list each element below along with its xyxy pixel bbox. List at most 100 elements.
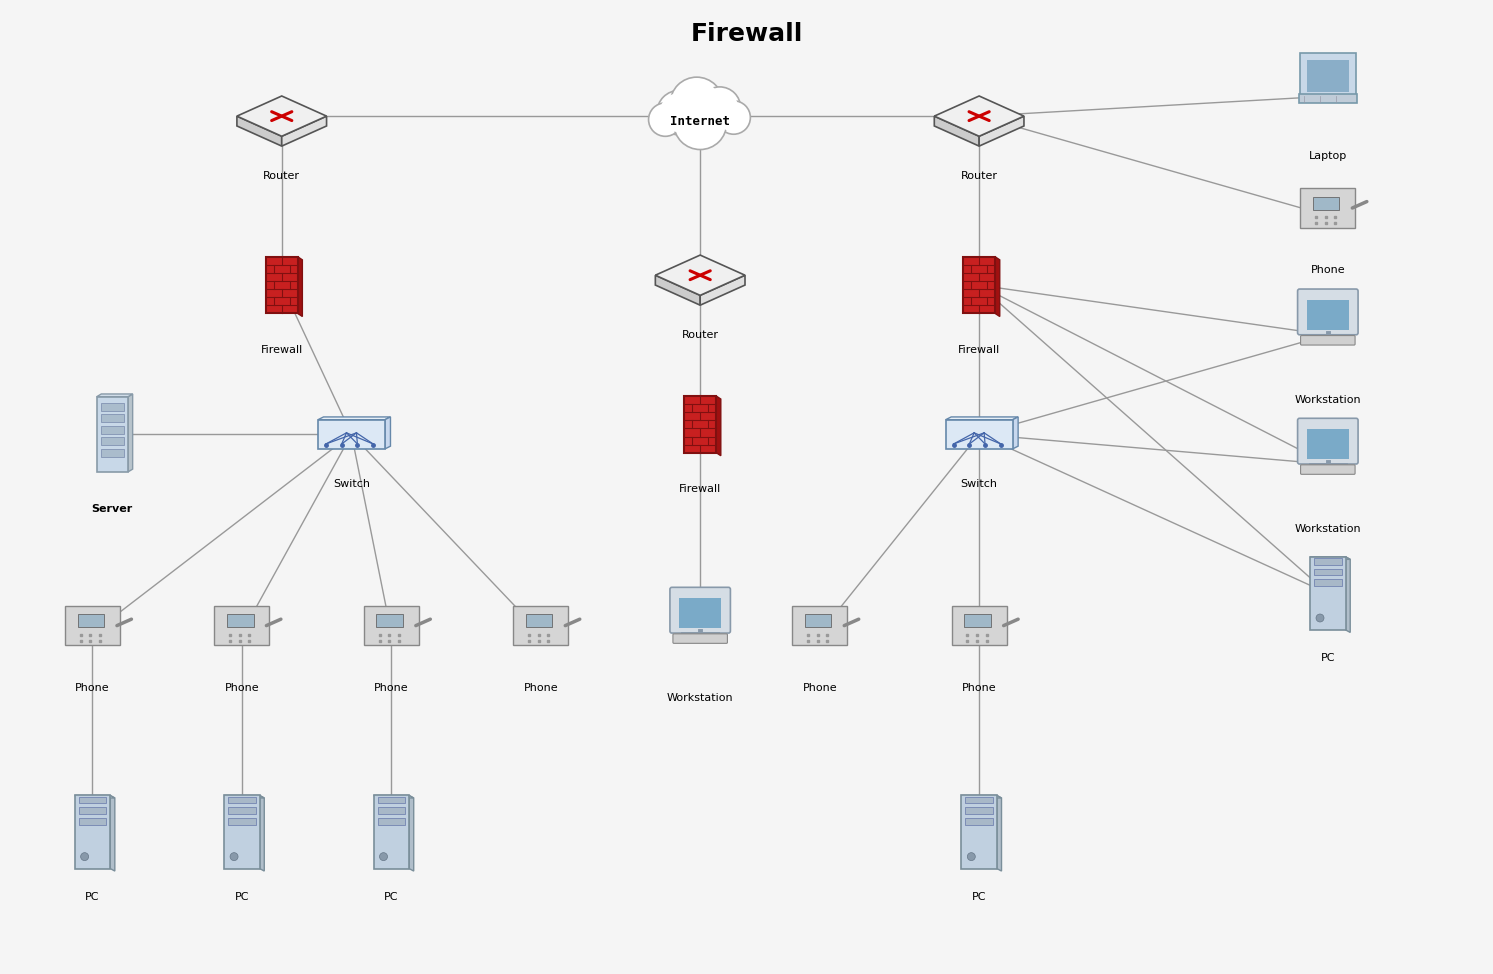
Circle shape [660, 94, 699, 132]
FancyBboxPatch shape [228, 797, 255, 804]
Polygon shape [385, 417, 391, 449]
Polygon shape [979, 116, 1024, 146]
FancyBboxPatch shape [66, 606, 119, 646]
FancyBboxPatch shape [945, 420, 1012, 449]
FancyBboxPatch shape [1314, 580, 1342, 586]
Text: PC: PC [972, 891, 987, 902]
Circle shape [717, 101, 751, 134]
Text: PC: PC [1321, 653, 1335, 663]
Circle shape [673, 80, 720, 127]
Text: Server: Server [91, 504, 133, 514]
Text: Firewall: Firewall [959, 345, 1000, 355]
FancyBboxPatch shape [1314, 569, 1342, 576]
FancyBboxPatch shape [378, 818, 405, 825]
Text: Switch: Switch [333, 479, 370, 489]
Text: Phone: Phone [802, 683, 838, 693]
FancyBboxPatch shape [364, 606, 420, 646]
FancyBboxPatch shape [805, 615, 832, 627]
Text: Phone: Phone [375, 683, 409, 693]
Polygon shape [1012, 417, 1018, 449]
Text: Workstation: Workstation [1294, 524, 1362, 534]
Polygon shape [110, 796, 115, 871]
FancyBboxPatch shape [514, 606, 569, 646]
Polygon shape [700, 276, 745, 305]
FancyBboxPatch shape [966, 807, 993, 814]
Text: PC: PC [234, 891, 249, 902]
Text: Phone: Phone [961, 683, 996, 693]
Circle shape [379, 852, 388, 861]
FancyBboxPatch shape [378, 797, 405, 804]
FancyBboxPatch shape [526, 615, 552, 627]
Polygon shape [996, 257, 1000, 317]
FancyBboxPatch shape [79, 807, 106, 814]
Polygon shape [237, 116, 282, 146]
FancyBboxPatch shape [228, 807, 255, 814]
FancyBboxPatch shape [100, 449, 124, 457]
FancyBboxPatch shape [670, 587, 730, 633]
FancyBboxPatch shape [679, 598, 721, 628]
Text: Switch: Switch [960, 479, 997, 489]
FancyBboxPatch shape [793, 606, 847, 646]
FancyBboxPatch shape [961, 796, 997, 869]
FancyBboxPatch shape [228, 818, 255, 825]
Circle shape [651, 105, 679, 134]
FancyBboxPatch shape [1297, 289, 1359, 335]
Text: Workstation: Workstation [1294, 394, 1362, 404]
FancyBboxPatch shape [1300, 465, 1356, 474]
Polygon shape [409, 796, 414, 871]
Text: Firewall: Firewall [261, 345, 303, 355]
FancyBboxPatch shape [78, 615, 105, 627]
Circle shape [702, 90, 738, 127]
Polygon shape [997, 796, 1002, 871]
FancyBboxPatch shape [318, 420, 385, 449]
FancyBboxPatch shape [378, 807, 405, 814]
FancyBboxPatch shape [224, 796, 260, 869]
FancyBboxPatch shape [1299, 54, 1356, 95]
Polygon shape [75, 796, 115, 798]
Text: PC: PC [85, 891, 100, 902]
FancyBboxPatch shape [1300, 188, 1356, 228]
Polygon shape [1345, 557, 1350, 632]
FancyBboxPatch shape [266, 257, 297, 314]
Polygon shape [128, 393, 133, 471]
Text: Router: Router [960, 170, 997, 181]
Text: Internet: Internet [670, 115, 730, 128]
FancyBboxPatch shape [75, 796, 110, 869]
Text: Router: Router [263, 170, 300, 181]
Text: Router: Router [682, 330, 718, 340]
Polygon shape [224, 796, 264, 798]
Circle shape [720, 103, 748, 132]
FancyBboxPatch shape [1306, 300, 1350, 330]
Polygon shape [297, 257, 303, 317]
FancyBboxPatch shape [951, 606, 1006, 646]
Circle shape [673, 96, 727, 150]
FancyBboxPatch shape [100, 402, 124, 411]
FancyBboxPatch shape [373, 796, 409, 869]
Polygon shape [373, 796, 414, 798]
Polygon shape [282, 116, 327, 146]
FancyBboxPatch shape [963, 257, 996, 314]
Circle shape [657, 91, 702, 135]
Polygon shape [961, 796, 1002, 798]
Text: Firewall: Firewall [679, 484, 721, 494]
Polygon shape [655, 276, 700, 305]
Circle shape [699, 87, 741, 129]
Circle shape [967, 852, 975, 861]
Polygon shape [717, 396, 721, 456]
Text: PC: PC [384, 891, 399, 902]
Circle shape [648, 103, 682, 136]
FancyBboxPatch shape [227, 615, 254, 627]
FancyBboxPatch shape [79, 818, 106, 825]
FancyBboxPatch shape [215, 606, 269, 646]
FancyBboxPatch shape [1309, 557, 1345, 630]
FancyBboxPatch shape [1306, 60, 1350, 93]
Polygon shape [318, 417, 391, 420]
Polygon shape [935, 116, 979, 146]
FancyBboxPatch shape [1312, 197, 1339, 209]
FancyBboxPatch shape [100, 414, 124, 422]
Polygon shape [260, 796, 264, 871]
Text: Firewall: Firewall [690, 21, 803, 46]
Circle shape [81, 852, 88, 861]
Circle shape [230, 852, 237, 861]
Text: Phone: Phone [75, 683, 110, 693]
